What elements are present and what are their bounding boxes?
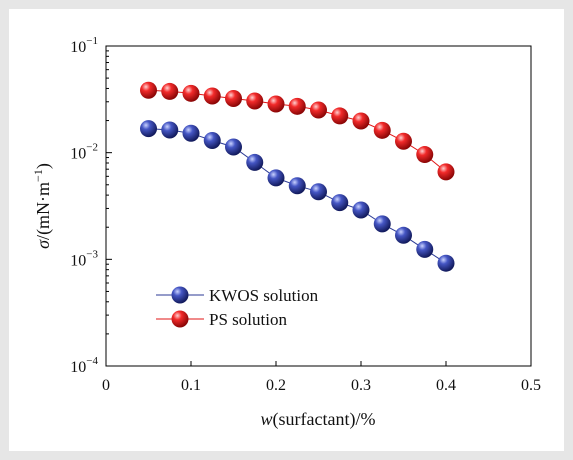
data-point — [140, 81, 157, 99]
legend: KWOS solution PS solution — [156, 286, 319, 329]
data-point — [246, 153, 264, 171]
y-tick-label: 10−3 — [70, 248, 98, 269]
data-point — [352, 112, 370, 130]
legend-marker-ps — [171, 310, 189, 328]
data-point — [225, 89, 242, 107]
data-point — [395, 132, 412, 150]
svg-text:w(surfactant)/%: w(surfactant)/% — [261, 409, 376, 430]
data-point — [203, 132, 221, 150]
data-point — [310, 183, 327, 201]
y-axis-title-sup: −1 — [31, 169, 45, 182]
legend-item-kwos: KWOS solution — [156, 286, 319, 305]
data-point — [288, 97, 306, 115]
chart-frame: 0 0.1 0.2 0.3 0.4 0.5 10−1 10−2 10−3 10−4 w(surfa… — [9, 9, 564, 451]
data-point — [182, 124, 200, 142]
y-axis-title-text: /(mN·m — [33, 182, 54, 240]
data-point — [225, 138, 242, 156]
x-axis-title-text: (surfactant)/% — [273, 409, 376, 430]
data-point — [267, 169, 285, 187]
data-point — [437, 254, 455, 272]
y-tick-label: 10−4 — [70, 355, 98, 376]
series-layer — [140, 81, 455, 272]
x-tick-label: 0.5 — [521, 377, 541, 394]
data-point — [288, 177, 306, 195]
data-point — [161, 121, 179, 139]
y-axis-title-close: ) — [33, 163, 54, 169]
svg-text:σ/(mN·m−1): σ/(mN·m−1) — [31, 163, 54, 249]
data-point — [267, 95, 285, 113]
data-point — [246, 92, 264, 110]
data-point — [437, 163, 455, 181]
data-point — [373, 215, 391, 233]
axis-ticks: 0 0.1 0.2 0.3 0.4 0.5 10−1 10−2 10−3 10−4 — [70, 35, 541, 394]
x-tick-label: 0.3 — [351, 377, 371, 394]
legend-marker-kwos — [171, 286, 189, 304]
legend-label-ps: PS solution — [209, 310, 287, 329]
data-point — [310, 101, 327, 119]
data-point — [373, 121, 391, 139]
data-point — [331, 194, 349, 212]
data-point — [203, 87, 221, 105]
data-point — [352, 201, 370, 219]
x-tick-label: 0.4 — [436, 377, 456, 394]
data-point — [416, 146, 434, 164]
data-point — [395, 226, 412, 244]
legend-item-ps: PS solution — [156, 310, 287, 329]
x-tick-label: 0 — [102, 377, 110, 394]
chart-svg: 0 0.1 0.2 0.3 0.4 0.5 10−1 10−2 10−3 10−4 w(surfa… — [31, 35, 541, 430]
y-tick-label: 10−2 — [70, 142, 98, 163]
data-point — [416, 240, 434, 258]
x-axis-title: w(surfactant)/% — [261, 409, 376, 430]
data-point — [161, 82, 179, 100]
x-tick-label: 0.1 — [181, 377, 201, 394]
y-tick-label: 10−1 — [70, 35, 98, 56]
series-ps — [140, 81, 455, 181]
data-point — [331, 107, 349, 125]
y-axis-title-var: σ — [33, 239, 53, 249]
data-point — [140, 120, 157, 138]
x-axis-title-var: w — [261, 409, 273, 429]
series-kwos — [140, 120, 455, 272]
x-tick-label: 0.2 — [266, 377, 286, 394]
data-point — [182, 84, 200, 102]
y-axis-title: σ/(mN·m−1) — [31, 163, 54, 249]
legend-label-kwos: KWOS solution — [209, 286, 319, 305]
